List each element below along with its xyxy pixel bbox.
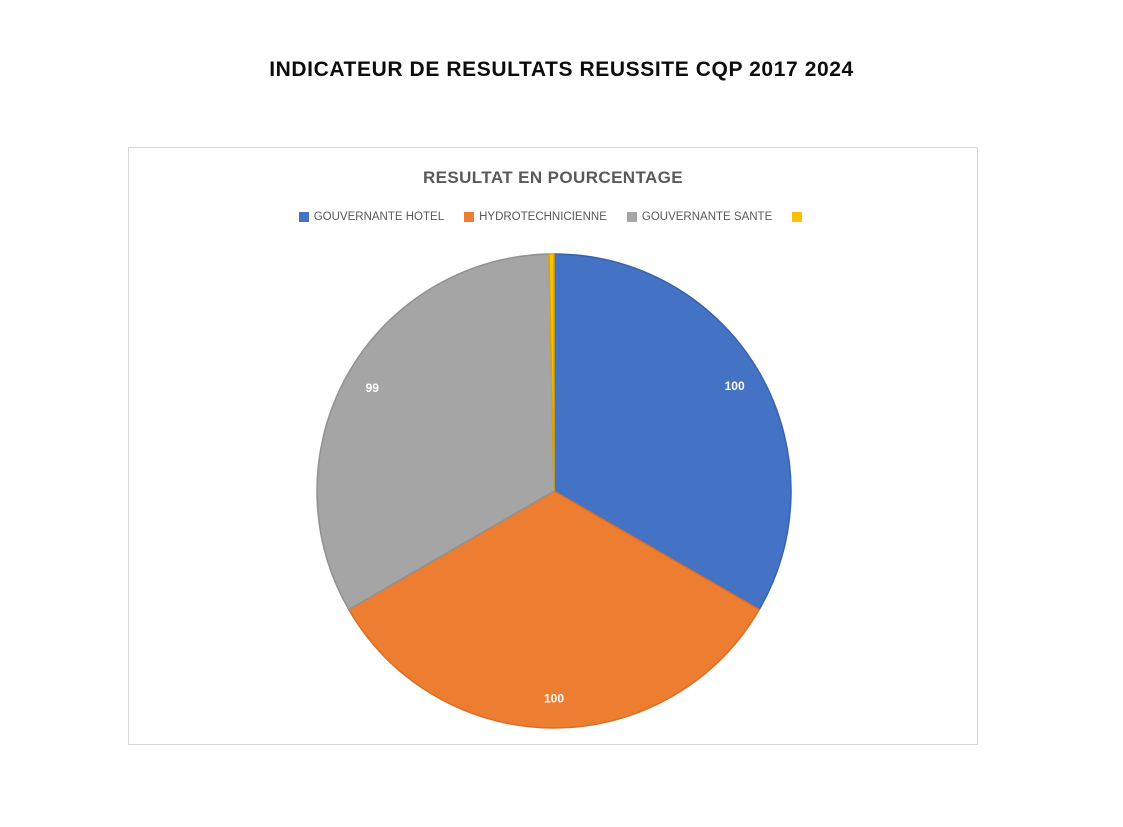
pie-slice-hydrotechnicienne[interactable] xyxy=(347,490,761,729)
legend-label: HYDROTECHNICIENNE xyxy=(479,211,607,223)
pie-slice-unlabeled[interactable] xyxy=(548,253,555,492)
legend-item-unlabeled[interactable] xyxy=(792,212,807,222)
legend-item-gouvernante-sante[interactable]: GOUVERNANTE SANTE xyxy=(626,211,773,223)
legend-label: GOUVERNANTE SANTE xyxy=(641,211,773,223)
legend-item-hydrotechnicienne[interactable]: HYDROTECHNICIENNE xyxy=(464,211,607,223)
chart-legend: GOUVERNANTE HOTEL HYDROTECHNICIENNE GOUV… xyxy=(129,211,977,223)
pie-slice-gouvernante-sante[interactable] xyxy=(316,253,555,611)
pie-chart-svg: 100 100 99 xyxy=(316,253,792,729)
legend-swatch-gray-icon xyxy=(626,212,637,222)
pie-slice-gouvernante-hotel[interactable] xyxy=(553,253,792,611)
chart-title: RESULTAT EN POURCENTAGE xyxy=(422,168,684,187)
chart-area[interactable]: RESULTAT EN POURCENTAGE GOUVERNANTE HOTE… xyxy=(128,147,978,745)
legend-label: GOUVERNANTE HOTEL xyxy=(313,211,445,223)
legend-swatch-orange-icon xyxy=(464,212,475,222)
legend-swatch-yellow-icon xyxy=(792,212,803,222)
pie-chart: 100 100 99 xyxy=(314,251,794,731)
pie-data-label: 100 xyxy=(725,379,745,393)
legend-item-gouvernante-hotel[interactable]: GOUVERNANTE HOTEL xyxy=(298,211,445,223)
pie-data-label: 99 xyxy=(366,381,380,395)
pie-data-label: 100 xyxy=(544,692,564,706)
legend-swatch-blue-icon xyxy=(298,212,309,222)
page-title: INDICATEUR DE RESULTATS REUSSITE CQP 201… xyxy=(269,58,854,81)
